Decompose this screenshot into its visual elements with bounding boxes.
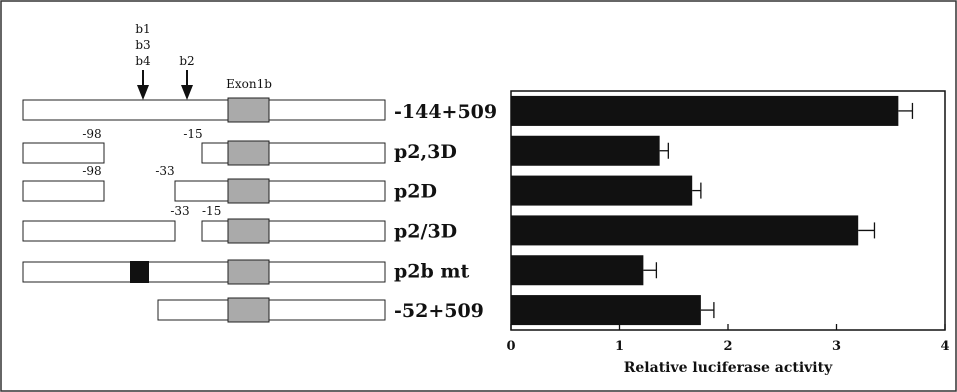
bar-3 xyxy=(511,175,693,206)
construct-row-1 xyxy=(22,97,386,123)
bars xyxy=(511,95,899,326)
plot-frame xyxy=(510,90,946,331)
bar-1 xyxy=(511,95,899,126)
x-axis-label: Relative luciferase activity xyxy=(624,360,833,376)
construct-row-6 xyxy=(157,297,386,323)
category-label-5: p2b mt xyxy=(394,260,470,282)
exon-box xyxy=(227,259,270,285)
category-label-2: p2,3D xyxy=(394,141,457,163)
error-bars xyxy=(643,102,914,319)
bar-2 xyxy=(511,135,660,166)
construct-diagram: b1 b3 b4 b2 Exon1b -98 -15 -98 -33 xyxy=(22,22,386,323)
position-label: -98 xyxy=(82,127,101,141)
exon-box xyxy=(227,97,270,123)
exon-box xyxy=(227,218,270,244)
construct-row-5 xyxy=(22,259,386,285)
construct-row-2 xyxy=(22,140,386,166)
exon-box xyxy=(227,178,270,204)
position-label: -33 xyxy=(170,204,189,218)
error-bar-4 xyxy=(858,222,876,239)
exon-box xyxy=(227,140,270,166)
exon-box xyxy=(227,297,270,323)
bar-6 xyxy=(511,295,701,326)
category-label-1: -144+509 xyxy=(394,101,497,123)
bar-4 xyxy=(511,215,859,246)
error-bar-6 xyxy=(700,302,715,319)
site-label-b3: b3 xyxy=(135,38,150,52)
tick-label-3: 3 xyxy=(832,339,841,354)
arrow-down-icon xyxy=(181,70,193,100)
bar-5 xyxy=(511,255,644,286)
position-label: -98 xyxy=(82,164,101,178)
tick-label-1: 1 xyxy=(615,339,624,354)
category-label-6: -52+509 xyxy=(394,300,484,322)
error-bar-3 xyxy=(692,182,702,199)
category-labels: -144+509 p2,3D p2D p2/3D p2b mt -52+509 xyxy=(394,101,497,322)
category-label-3: p2D xyxy=(394,181,437,203)
mutation-block xyxy=(130,261,149,283)
error-bar-2 xyxy=(659,142,669,159)
category-label-4: p2/3D xyxy=(394,220,457,242)
site-label-b2: b2 xyxy=(179,54,194,68)
bar-chart: -144+509 p2,3D p2D p2/3D p2b mt -52+509 0 1 2 3 4… xyxy=(394,90,950,376)
error-bar-1 xyxy=(898,102,914,119)
site-label-b1: b1 xyxy=(135,22,150,36)
position-label: -33 xyxy=(155,164,174,178)
construct-row-4 xyxy=(22,218,386,244)
position-label: -15 xyxy=(183,127,202,141)
x-axis-ticks: 0 1 2 3 4 xyxy=(506,324,950,354)
site-label-b4: b4 xyxy=(135,54,151,68)
exon-label: Exon1b xyxy=(226,77,272,91)
tick-label-2: 2 xyxy=(723,339,732,354)
tick-label-4: 4 xyxy=(940,339,949,354)
position-label: -15 xyxy=(202,204,221,218)
tick-label-0: 0 xyxy=(506,339,515,354)
error-bar-5 xyxy=(643,262,658,279)
arrow-down-icon xyxy=(137,70,149,100)
construct-row-3 xyxy=(22,178,386,204)
